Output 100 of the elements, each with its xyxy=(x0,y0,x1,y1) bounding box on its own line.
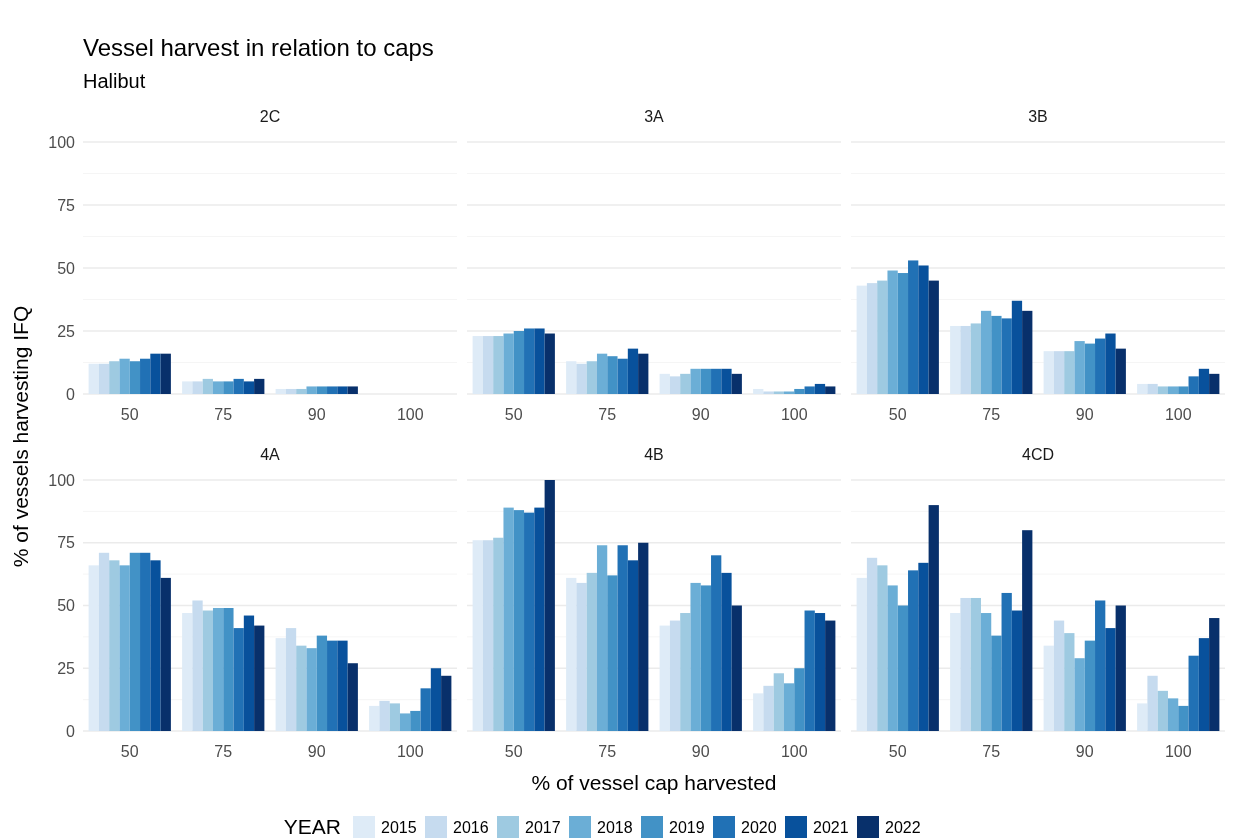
legend-title: YEAR xyxy=(283,815,341,838)
bar xyxy=(638,353,649,394)
bar xyxy=(1105,628,1116,731)
bar xyxy=(763,391,774,394)
bar xyxy=(98,552,110,731)
bar xyxy=(389,703,400,731)
bar xyxy=(129,361,141,394)
bar xyxy=(680,373,691,394)
bar xyxy=(1011,610,1023,731)
bar xyxy=(119,565,130,731)
bar xyxy=(1209,373,1220,394)
bar xyxy=(254,625,265,731)
bar xyxy=(1198,368,1210,394)
bar xyxy=(825,386,836,394)
x-tick-label: 90 xyxy=(1075,406,1094,423)
bar xyxy=(513,510,525,731)
bar xyxy=(576,582,587,731)
bar xyxy=(669,376,681,394)
bar xyxy=(275,638,286,731)
bar xyxy=(897,605,909,731)
bar xyxy=(1001,592,1012,731)
x-tick-label: 100 xyxy=(396,406,424,423)
bar xyxy=(980,310,992,394)
bar xyxy=(1095,600,1106,731)
x-axis-title: % of vessel cap harvested xyxy=(531,771,777,794)
bar xyxy=(825,620,836,731)
bar xyxy=(607,575,618,731)
bar xyxy=(1167,386,1179,394)
bar xyxy=(721,572,732,731)
bar xyxy=(1137,383,1148,394)
bar xyxy=(212,381,224,394)
bar xyxy=(182,613,193,731)
bar xyxy=(950,325,961,394)
bar xyxy=(753,693,764,731)
legend-label: 2018 xyxy=(597,819,633,836)
bar xyxy=(960,597,971,731)
chart-title: 3A xyxy=(644,108,665,125)
legend-label: 2017 xyxy=(525,819,561,836)
legend-label: 2022 xyxy=(885,819,921,836)
bar xyxy=(327,640,338,731)
bar xyxy=(337,640,348,731)
legend-label: 2019 xyxy=(669,819,705,836)
bar xyxy=(908,570,919,731)
x-tick-label: 50 xyxy=(504,406,523,423)
bar xyxy=(617,545,628,731)
bar xyxy=(918,265,929,394)
bar xyxy=(534,328,545,394)
bar xyxy=(347,663,358,731)
bar xyxy=(410,710,421,731)
x-tick-label: 90 xyxy=(307,406,326,423)
bar xyxy=(493,336,504,394)
y-tick-label: 75 xyxy=(57,534,76,552)
bar xyxy=(960,325,971,394)
bar xyxy=(576,363,587,394)
y-tick-label: 100 xyxy=(48,133,76,151)
bar xyxy=(369,705,380,731)
bar xyxy=(794,668,805,731)
bar xyxy=(1053,620,1065,731)
x-tick-label: 100 xyxy=(780,406,808,423)
bar xyxy=(721,368,732,394)
bar xyxy=(897,273,909,394)
bar xyxy=(773,673,784,731)
bar xyxy=(783,683,795,731)
bar xyxy=(430,668,442,731)
text: Halibut xyxy=(83,70,146,92)
bar xyxy=(866,557,878,731)
y-tick-label: 25 xyxy=(57,659,76,677)
chart-title: 4A xyxy=(260,446,281,463)
bar xyxy=(524,512,535,731)
bar xyxy=(814,383,826,394)
bar xyxy=(192,381,203,394)
bar xyxy=(856,577,867,731)
y-tick-label: 100 xyxy=(48,471,76,489)
bar xyxy=(441,675,452,731)
bar xyxy=(129,552,141,731)
bar xyxy=(88,363,99,394)
bar xyxy=(1022,310,1033,394)
y-axis-title: % of vessels harvesting IFQ xyxy=(9,305,32,568)
bar xyxy=(690,582,701,731)
bar xyxy=(1022,530,1033,731)
bar xyxy=(182,381,193,394)
bar xyxy=(1115,348,1126,394)
bar xyxy=(659,373,670,394)
x-tick-label: 100 xyxy=(1164,406,1192,423)
bar xyxy=(1001,318,1012,394)
bar xyxy=(586,572,597,731)
bar xyxy=(482,336,494,394)
bar xyxy=(1043,645,1054,731)
bar xyxy=(534,507,545,731)
x-tick-label: 75 xyxy=(982,406,1001,423)
x-tick-label: 75 xyxy=(598,406,617,423)
bar xyxy=(503,507,514,731)
x-tick-label: 50 xyxy=(504,743,523,760)
bar xyxy=(566,577,577,731)
bar xyxy=(1084,343,1096,394)
bar xyxy=(119,358,130,394)
x-tick-label: 50 xyxy=(888,743,907,760)
bar xyxy=(1147,675,1158,731)
legend-label: 2021 xyxy=(813,819,849,836)
bar xyxy=(586,361,597,394)
